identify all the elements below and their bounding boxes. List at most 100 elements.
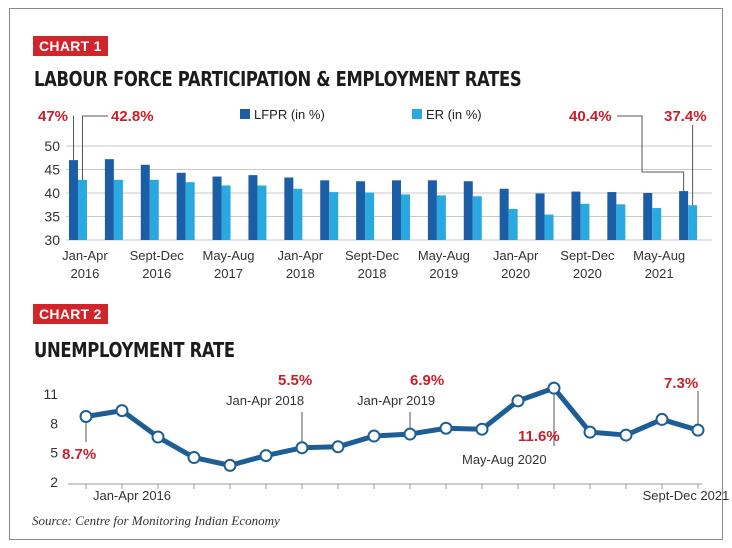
lfpr-bar	[284, 177, 294, 240]
x-tick-label: 2021	[645, 266, 674, 281]
x-tick-label: Jan-Apr 2016	[93, 488, 171, 503]
x-tick-label: Sept-Dec 2021	[643, 488, 730, 503]
annotation-period: May-Aug 2020	[462, 452, 547, 467]
er-bar	[257, 185, 267, 240]
er-bar	[221, 185, 231, 240]
x-tick-label: May-Aug	[202, 248, 254, 263]
lfpr-bar	[463, 181, 473, 240]
lfpr-bar	[643, 193, 653, 240]
legend-swatch	[412, 109, 422, 119]
chart-1-tag: CHART 1	[33, 36, 108, 56]
chart-2-line-chart: 2 5 8 11 Jan-Apr 2016 Sept-Dec 2021 8.7% 5.5% Ja…	[43, 372, 730, 503]
er-bar	[401, 194, 410, 240]
x-tick-label: 2016	[70, 266, 99, 281]
annotation-value: 42.8%	[111, 108, 154, 125]
data-point	[547, 381, 561, 395]
legend-label: ER (in %)	[426, 107, 482, 122]
x-tick-label: 2020	[573, 266, 602, 281]
lfpr-bar	[140, 164, 150, 240]
er-bar	[113, 179, 123, 240]
annotation-period: Jan-Apr 2019	[357, 393, 435, 408]
er-bar	[580, 203, 590, 240]
y-tick-label: 45	[44, 162, 60, 178]
source-note: Source: Centre for Monitoring Indian Eco…	[32, 513, 280, 528]
lfpr-bar	[427, 180, 437, 240]
y-tick-label: 11	[43, 386, 58, 402]
x-tick-label: May-Aug	[633, 248, 685, 263]
y-tick-label: 50	[44, 138, 60, 154]
annotation-value: 11.6%	[518, 428, 560, 445]
chart-1-bar-chart: 30 35 40 45 50 Jan-Apr 2016 Sept-Dec 2016 May-Aug…	[38, 107, 712, 281]
lfpr-bar	[176, 172, 186, 240]
data-point	[331, 440, 345, 454]
er-bar	[365, 192, 375, 240]
annotation-period: Jan-Apr 2018	[226, 393, 304, 408]
data-point	[115, 404, 129, 418]
infographic-frame	[9, 8, 723, 540]
er-bar	[688, 205, 698, 240]
lfpr-bar	[392, 180, 401, 240]
y-tick-label: 8	[50, 415, 58, 431]
chart-2-tag: CHART 2	[33, 304, 108, 324]
data-point	[403, 427, 417, 441]
x-tick-label: 2020	[501, 266, 530, 281]
er-bar	[329, 192, 339, 240]
lfpr-bar	[679, 191, 689, 240]
annotation-leader	[617, 115, 685, 192]
lfpr-bar	[212, 176, 222, 240]
er-bar	[436, 195, 446, 240]
lfpr-bar	[571, 191, 581, 240]
lfpr-bar	[69, 160, 78, 240]
annotation-leader	[82, 115, 108, 180]
data-point	[439, 421, 453, 435]
x-tick-label: May-Aug	[418, 248, 470, 263]
data-point	[655, 412, 669, 426]
x-tick-label: 2018	[358, 266, 387, 281]
y-tick-label: 35	[44, 209, 60, 225]
chart-1-title: LABOUR FORCE PARTICIPATION & EMPLOYMENT …	[34, 67, 522, 91]
annotation-value: 7.3%	[664, 375, 698, 392]
data-point	[475, 422, 489, 436]
data-point	[619, 428, 633, 442]
lfpr-bar	[535, 193, 545, 240]
data-point	[187, 451, 201, 465]
legend-swatch	[240, 109, 250, 119]
annotation-value: 6.9%	[410, 372, 444, 389]
x-tick-label: 2016	[142, 266, 171, 281]
er-bar	[185, 182, 195, 240]
x-tick-label: Jan-Apr	[493, 248, 539, 263]
lfpr-bar	[607, 192, 617, 240]
data-point	[151, 430, 165, 444]
er-bar	[652, 208, 662, 240]
x-tick-label: Sept-Dec	[345, 248, 400, 263]
data-point	[367, 429, 381, 443]
x-tick-label: 2018	[286, 266, 315, 281]
data-point	[223, 458, 237, 472]
er-bar	[149, 179, 159, 240]
x-tick-label: 2017	[214, 266, 243, 281]
lfpr-bar	[356, 181, 366, 240]
er-bar	[508, 208, 518, 240]
annotation-value: 47%	[38, 108, 68, 125]
x-tick-label: 2019	[429, 266, 458, 281]
annotation-value: 8.7%	[62, 446, 96, 463]
data-point	[259, 449, 273, 463]
data-point	[79, 409, 93, 423]
annotation-value: 5.5%	[278, 372, 312, 389]
x-tick-label: Jan-Apr	[278, 248, 324, 263]
data-point	[511, 394, 525, 408]
chart-2-title: UNEMPLOYMENT RATE	[34, 338, 235, 362]
lfpr-bar	[499, 188, 509, 240]
lfpr-bar	[248, 175, 258, 240]
x-tick-label: Sept-Dec	[130, 248, 185, 263]
er-bar	[293, 188, 303, 240]
annotation-leader	[73, 115, 74, 161]
lfpr-bar	[104, 159, 114, 240]
y-tick-label: 40	[44, 185, 60, 201]
er-bar	[544, 214, 554, 240]
x-tick-label: Sept-Dec	[560, 248, 615, 263]
x-tick-label: Jan-Apr	[62, 248, 108, 263]
y-tick-label: 30	[44, 232, 60, 248]
er-bar	[472, 196, 482, 240]
er-bar	[616, 204, 626, 240]
